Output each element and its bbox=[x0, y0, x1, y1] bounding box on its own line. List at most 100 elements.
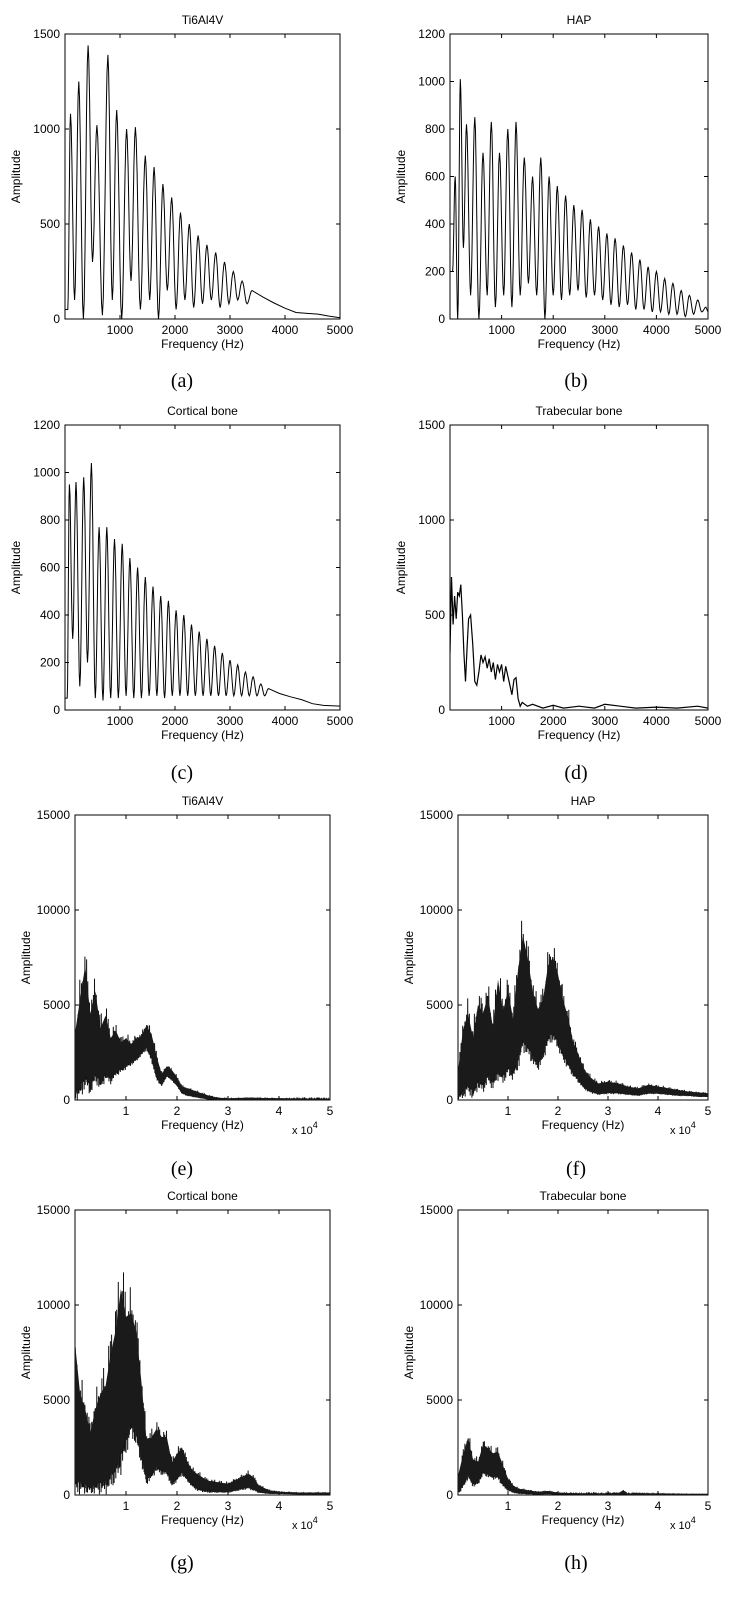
y-tick-label: 5000 bbox=[426, 998, 453, 1012]
x-tick-label: 1 bbox=[505, 1499, 512, 1513]
y-tick-label: 5000 bbox=[426, 1393, 453, 1407]
y-tick-label: 0 bbox=[63, 1093, 70, 1107]
series-line bbox=[65, 462, 340, 707]
series-line bbox=[450, 576, 708, 709]
chart-title: Ti6Al4V bbox=[182, 794, 224, 808]
y-tick-label: 15000 bbox=[37, 808, 71, 822]
y-tick-label: 10000 bbox=[420, 903, 454, 917]
x-tick-label: 1 bbox=[123, 1499, 130, 1513]
y-tick-label: 5000 bbox=[43, 1393, 70, 1407]
x-tick-label: 2 bbox=[555, 1499, 562, 1513]
panel-caption-h: (h) bbox=[564, 1552, 588, 1574]
x-tick-label: 4000 bbox=[643, 714, 670, 728]
y-tick-label: 800 bbox=[425, 122, 445, 136]
x-axis-label: Frequency (Hz) bbox=[542, 1118, 625, 1132]
y-tick-label: 200 bbox=[425, 265, 445, 279]
x-tick-label: 2000 bbox=[540, 714, 567, 728]
x-tick-label: 1 bbox=[505, 1104, 512, 1118]
y-tick-label: 15000 bbox=[37, 1203, 71, 1217]
y-tick-label: 1000 bbox=[418, 513, 445, 527]
x-tick-label: 4 bbox=[655, 1104, 662, 1118]
y-tick-label: 1200 bbox=[418, 27, 445, 41]
y-tick-label: 0 bbox=[53, 312, 60, 326]
chart-title: Trabecular bone bbox=[540, 1189, 627, 1203]
y-tick-label: 15000 bbox=[420, 808, 454, 822]
x-tick-label: 2 bbox=[174, 1104, 181, 1118]
x-axis-label: Frequency (Hz) bbox=[161, 337, 244, 351]
chart-b: HAP 1000 2000 3000 4000 5000 0 200 400 600 800 1000… bbox=[394, 13, 722, 351]
y-tick-label: 1200 bbox=[33, 418, 60, 432]
series-line bbox=[450, 79, 708, 319]
plot-frame bbox=[64, 33, 341, 320]
x-axis-label: Frequency (Hz) bbox=[542, 1513, 625, 1527]
x-tick-label: 1000 bbox=[488, 323, 515, 337]
chart-c: Cortical bone 1000 2000 3000 4000 5000 0 200 400… bbox=[9, 404, 354, 742]
y-axis-label: Amplitude bbox=[19, 1326, 33, 1380]
x-axis-multiplier: x 104 bbox=[670, 1120, 696, 1137]
x-tick-label: 5000 bbox=[695, 714, 722, 728]
plot-frame bbox=[74, 814, 331, 1101]
x-tick-label: 4000 bbox=[272, 714, 299, 728]
y-tick-label: 10000 bbox=[420, 1298, 454, 1312]
x-tick-label: 5000 bbox=[695, 323, 722, 337]
y-axis-label: Amplitude bbox=[394, 541, 408, 595]
plot-frame bbox=[449, 424, 709, 711]
x-tick-label: 5000 bbox=[327, 323, 354, 337]
y-tick-label: 400 bbox=[40, 608, 60, 622]
series-envelope bbox=[458, 1437, 708, 1495]
x-tick-label: 2 bbox=[555, 1104, 562, 1118]
y-axis-label: Amplitude bbox=[402, 1326, 416, 1380]
x-tick-label: 3 bbox=[605, 1499, 612, 1513]
panel-caption-g: (g) bbox=[170, 1552, 194, 1574]
plot-frame bbox=[457, 814, 709, 1101]
chart-title: Trabecular bone bbox=[536, 404, 623, 418]
x-tick-label: 3 bbox=[605, 1104, 612, 1118]
y-axis-label: Amplitude bbox=[402, 931, 416, 985]
chart-a: Ti6Al4V 1000 2000 3000 4000 5000 0 500 1000 1500 F… bbox=[9, 13, 354, 351]
x-axis-multiplier-exponent: 4 bbox=[691, 1120, 696, 1130]
y-tick-label: 500 bbox=[40, 217, 60, 231]
y-tick-label: 800 bbox=[40, 513, 60, 527]
x-tick-label: 5 bbox=[327, 1499, 334, 1513]
y-tick-label: 0 bbox=[446, 1488, 453, 1502]
y-tick-label: 600 bbox=[425, 170, 445, 184]
chart-d: Trabecular bone 1000 2000 3000 4000 5000 0 500 1… bbox=[394, 404, 722, 742]
y-tick-label: 0 bbox=[63, 1488, 70, 1502]
x-tick-label: 4000 bbox=[643, 323, 670, 337]
series-line bbox=[65, 45, 340, 319]
y-axis-label: Amplitude bbox=[19, 931, 33, 985]
x-tick-label: 1000 bbox=[107, 323, 134, 337]
y-tick-label: 600 bbox=[40, 561, 60, 575]
x-axis-label: Frequency (Hz) bbox=[161, 728, 244, 742]
x-tick-label: 5 bbox=[705, 1499, 712, 1513]
chart-title: Cortical bone bbox=[167, 1189, 238, 1203]
x-axis-label: Frequency (Hz) bbox=[161, 1513, 244, 1527]
x-tick-label: 1000 bbox=[488, 714, 515, 728]
x-tick-label: 2000 bbox=[162, 714, 189, 728]
y-tick-label: 400 bbox=[425, 217, 445, 231]
x-axis-multiplier: x 104 bbox=[292, 1120, 318, 1137]
x-axis-label: Frequency (Hz) bbox=[161, 1118, 244, 1132]
y-tick-label: 0 bbox=[53, 703, 60, 717]
x-tick-label: 3000 bbox=[217, 323, 244, 337]
chart-title: HAP bbox=[571, 794, 596, 808]
series-envelope bbox=[75, 1289, 330, 1495]
y-tick-label: 15000 bbox=[420, 1203, 454, 1217]
x-tick-label: 3000 bbox=[591, 323, 618, 337]
x-tick-label: 2000 bbox=[162, 323, 189, 337]
x-tick-label: 2000 bbox=[540, 323, 567, 337]
y-axis-label: Amplitude bbox=[9, 150, 23, 204]
y-axis-label: Amplitude bbox=[394, 150, 408, 204]
y-tick-label: 5000 bbox=[43, 998, 70, 1012]
y-tick-label: 0 bbox=[438, 703, 445, 717]
x-tick-label: 3000 bbox=[217, 714, 244, 728]
panel-caption-c: (c) bbox=[170, 762, 194, 784]
x-tick-label: 2 bbox=[174, 1499, 181, 1513]
x-tick-label: 1000 bbox=[107, 714, 134, 728]
y-tick-label: 500 bbox=[425, 608, 445, 622]
